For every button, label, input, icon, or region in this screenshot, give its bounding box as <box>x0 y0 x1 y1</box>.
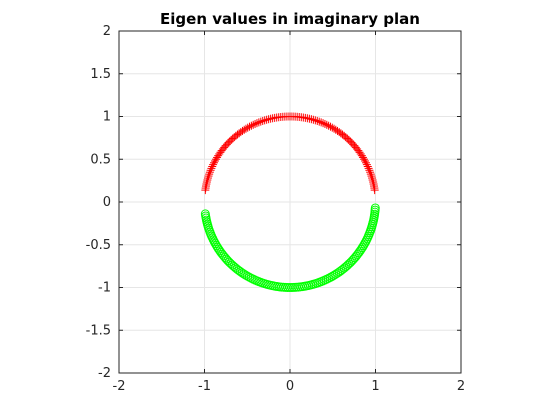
plus-marker <box>201 186 210 195</box>
plus-marker <box>361 156 370 165</box>
plus-marker <box>369 178 378 187</box>
plus-marker <box>247 121 256 130</box>
plus-marker <box>206 166 215 175</box>
plus-marker <box>258 116 267 125</box>
y-tick-label: 0.5 <box>90 152 111 167</box>
plus-marker <box>366 170 375 179</box>
x-tick-label: -2 <box>113 379 126 394</box>
x-tick-label: 1 <box>371 379 379 394</box>
plus-marker <box>313 116 322 125</box>
plus-marker <box>251 119 260 128</box>
plus-marker <box>245 122 254 131</box>
x-tick-label: 0 <box>286 379 294 394</box>
plus-marker <box>320 119 329 128</box>
y-tick-label: -1 <box>98 281 111 296</box>
plus-marker <box>205 170 214 179</box>
circle-marker <box>370 203 380 213</box>
plus-marker <box>256 117 265 126</box>
plus-marker <box>254 118 263 127</box>
plus-marker <box>210 158 219 167</box>
plus-marker <box>315 117 324 126</box>
plus-marker <box>203 176 212 185</box>
chart-title: Eigen values in imaginary plan <box>160 10 420 28</box>
plus-marker <box>330 124 339 133</box>
plus-marker <box>204 172 213 181</box>
plot-frame <box>118 30 462 374</box>
plus-marker <box>214 151 223 160</box>
y-tick-label: 1.5 <box>90 67 111 82</box>
y-tick-label: 0 <box>103 195 111 210</box>
plus-marker <box>364 164 373 173</box>
plus-marker <box>366 168 375 177</box>
plus-marker <box>208 162 217 171</box>
y-tick-label: 1 <box>103 110 111 125</box>
plus-marker <box>209 160 218 169</box>
plus-marker <box>362 160 371 169</box>
plus-marker <box>205 168 214 177</box>
plus-marker <box>207 164 216 173</box>
y-tick-label: -0.5 <box>86 238 111 253</box>
plus-marker <box>368 174 377 183</box>
plus-marker <box>309 115 318 124</box>
plus-marker <box>203 174 212 183</box>
plus-marker <box>260 116 269 125</box>
y-tick-labels: -2 -1.5 -1 -0.5 0 0.5 1 1.5 2 <box>86 24 111 381</box>
plus-marker <box>322 120 331 129</box>
plus-marker <box>264 115 273 124</box>
plus-marker <box>360 155 369 164</box>
plus-marker <box>328 123 337 132</box>
x-tick-labels: -2 -1 0 1 2 <box>113 379 466 394</box>
plus-marker <box>213 153 222 162</box>
plus-marker <box>311 116 320 125</box>
plus-marker <box>367 172 376 181</box>
plus-marker <box>324 121 333 130</box>
plus-marker <box>252 119 261 128</box>
plus-marker <box>361 158 370 167</box>
plus-marker <box>210 156 219 165</box>
series-lower-circle <box>200 203 380 292</box>
y-tick-label: -1.5 <box>86 323 111 338</box>
x-tick-label: 2 <box>457 379 465 394</box>
plus-marker <box>331 125 340 134</box>
plus-marker <box>317 118 326 127</box>
plus-marker <box>363 162 372 171</box>
plus-marker <box>319 119 328 128</box>
plus-marker <box>211 155 220 164</box>
y-tick-label: -2 <box>98 366 111 381</box>
plus-marker <box>326 122 335 131</box>
plus-marker <box>249 120 258 129</box>
plus-marker <box>365 166 374 175</box>
x-tick-label: -1 <box>198 379 211 394</box>
series-upper-plus <box>201 112 379 195</box>
plus-marker <box>262 115 271 124</box>
plus-marker <box>243 123 252 132</box>
plus-marker <box>368 176 377 185</box>
y-tick-label: 2 <box>103 24 111 39</box>
